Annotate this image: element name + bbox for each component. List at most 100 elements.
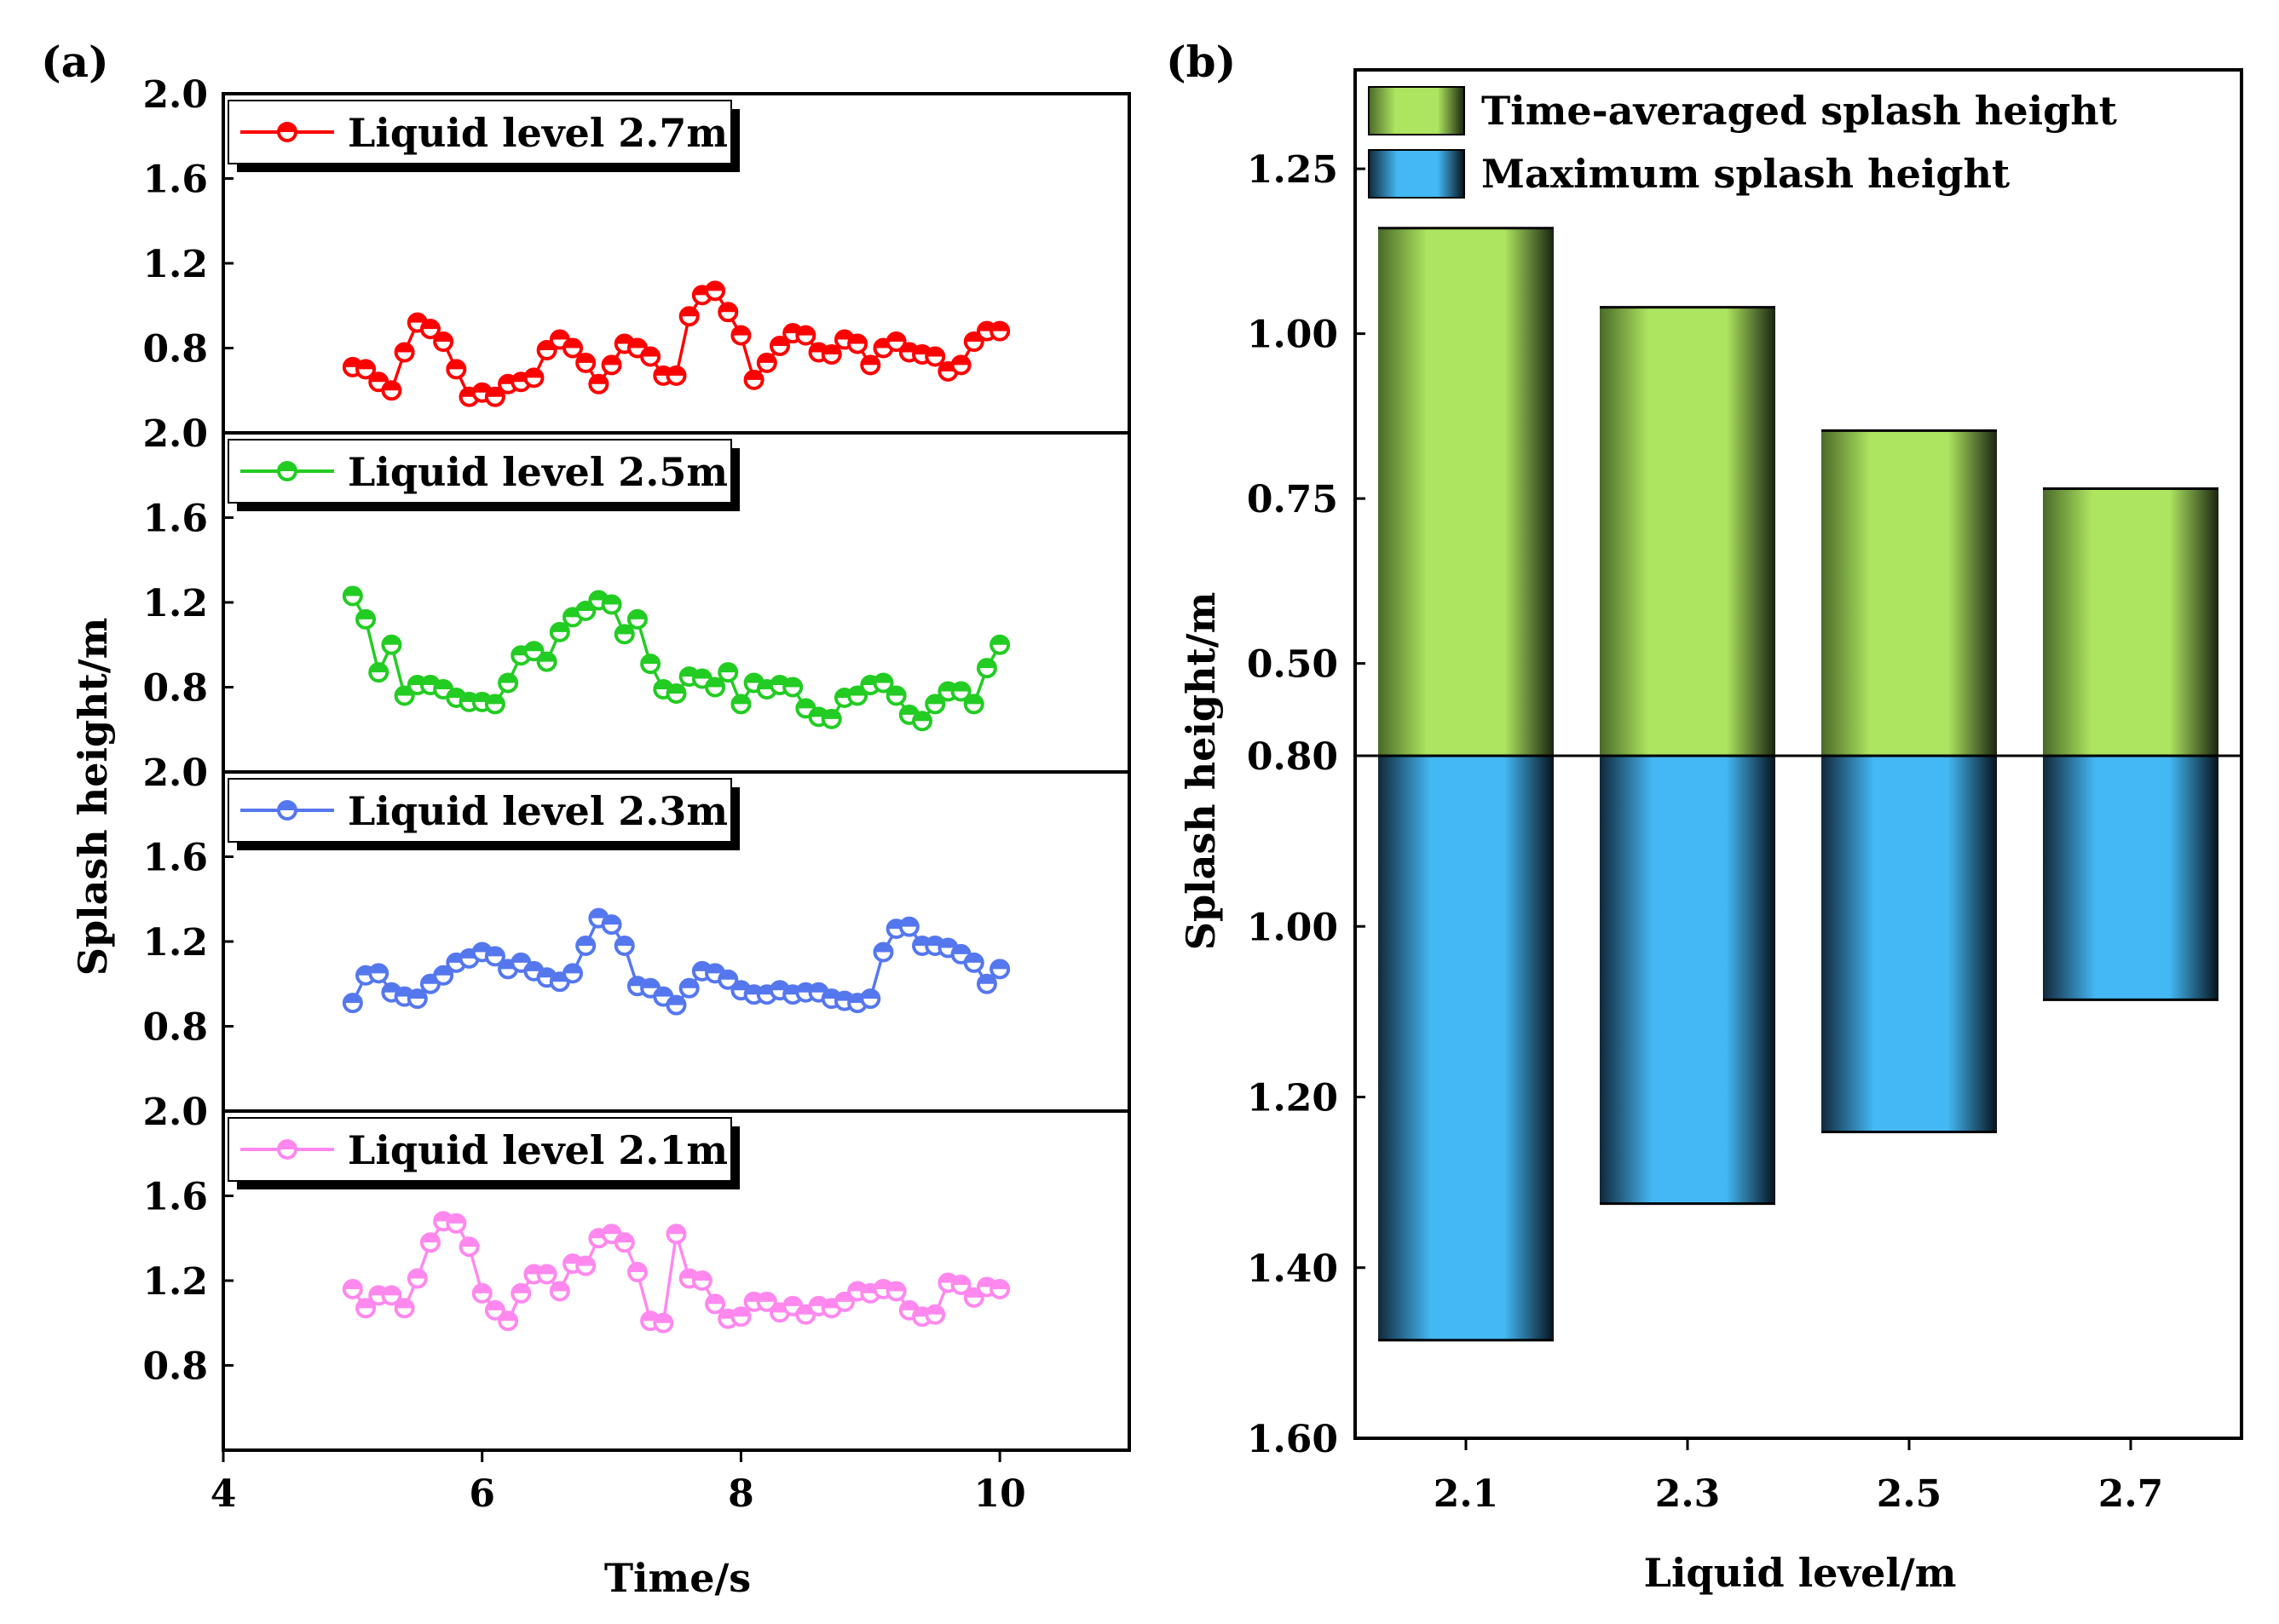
data-point-fill [887,687,905,696]
data-point-fill [370,965,388,974]
data-point-fill [900,705,918,715]
x-tick-label: 10 [974,1472,1026,1516]
legend-marker-fill [279,1141,296,1149]
legend-marker-fill [279,463,296,471]
data-point-fill [991,1280,1009,1289]
b-plot-frame [1353,68,2243,1440]
panel-label-b: (b) [1166,37,1236,87]
data-point-fill [525,642,543,652]
data-point-fill [719,970,737,980]
data-point-fill [383,983,401,993]
y-tick-label: 1.6 [142,498,208,541]
data-point-fill [590,909,608,919]
data-point-fill [370,373,388,383]
data-point-fill [615,1234,633,1243]
data-point-fill [447,1214,465,1224]
data-point-fill [797,326,815,336]
y-tick-label: 0.8 [142,667,208,711]
y-tick-label-lower: 0.80 [1247,735,1338,779]
data-point-fill [577,936,595,946]
data-point-fill [719,303,737,313]
subplot-0: 0.8 1.2 1.6 2.0 Liquid level 2.7m [142,73,1131,435]
data-point-fill [395,343,413,353]
data-point-fill [926,695,944,705]
data-point-fill [486,388,504,397]
legend-marker-fill [279,802,296,810]
data-point-fill [965,695,983,705]
data-point-fill [603,596,620,605]
data-point-fill [435,333,453,343]
data-point-fill [952,945,970,954]
data-point-fill [577,1257,595,1266]
data-point-fill [707,678,724,688]
data-point-fill [952,1276,970,1285]
data-point-fill [810,983,828,993]
data-point-fill [357,610,375,619]
data-point-fill [603,916,620,925]
data-point-fill [408,314,426,323]
data-point-fill [926,348,944,357]
y-tick-label: 1.6 [142,1176,208,1219]
data-point-fill [680,979,698,988]
x-tick-label: 2.7 [2098,1472,2164,1516]
data-point-fill [343,994,361,1004]
data-point-fill [784,1297,802,1306]
data-point-fill [512,1284,530,1293]
data-point-fill [745,371,763,380]
panel-b-bars: 2.1 2.3 2.5 2.7 0.50 0.75 1.00 1.25 0.80 1.00 1.20… [1247,68,2243,1516]
data-point-fill [991,960,1009,970]
data-point-fill [732,326,750,336]
data-point-fill [874,943,892,953]
data-point-fill [965,953,983,963]
data-point-fill [395,1299,413,1309]
bar-maximum [1378,756,1554,1340]
legend-marker-fill [279,124,296,132]
subplot-3: 0.8 1.2 1.6 2.0 Liquid level 2.1m [142,1091,1131,1452]
data-point-fill [758,354,776,363]
y-tick-label: 0.8 [142,1006,208,1050]
data-point-fill [486,947,504,957]
data-point-fill [525,962,543,971]
legend-label: Time-averaged splash height [1481,88,2118,134]
legend-label: Maximum splash height [1481,151,2011,197]
data-point-fill [667,366,685,376]
legend-label: Liquid level 2.7m [348,110,728,156]
b-x-axis-title: Liquid level/m [1644,1550,1957,1596]
data-point-fill [862,356,880,366]
data-point-fill [887,1282,905,1292]
data-point-fill [667,996,685,1005]
data-point-fill [655,1314,672,1323]
data-point-fill [900,918,918,927]
data-point-fill [564,965,582,974]
data-point-fill [421,677,439,686]
data-point-fill [435,966,453,976]
data-point-fill [732,982,750,991]
data-point-fill [615,936,633,946]
y-tick-label-upper: 1.00 [1247,314,1338,357]
data-point-fill [499,674,517,683]
data-point-fill [978,975,995,984]
data-point-fill [707,965,724,974]
data-point-fill [551,623,568,632]
data-point-fill [577,354,595,363]
data-point-fill [822,345,840,354]
data-point-fill [642,655,660,665]
panel-label-a: (a) [41,37,109,87]
y-tick-label-lower: 1.00 [1247,906,1338,949]
legend-swatch [1368,149,1465,199]
data-point-fill [952,356,970,366]
y-tick-label-lower: 1.60 [1247,1418,1338,1461]
data-point-fill [551,331,568,340]
bar-time-averaged [1821,430,1997,756]
data-point-fill [732,695,750,705]
y-tick-label: 1.6 [142,837,208,880]
y-tick-label-upper: 0.75 [1247,478,1338,521]
data-point-fill [343,587,361,596]
y-tick-label-lower: 1.20 [1247,1077,1338,1120]
data-point-fill [538,969,556,978]
data-point-fill [914,712,932,722]
bar-maximum [1600,756,1775,1204]
data-point-fill [421,320,439,330]
data-point-fill [978,659,995,669]
